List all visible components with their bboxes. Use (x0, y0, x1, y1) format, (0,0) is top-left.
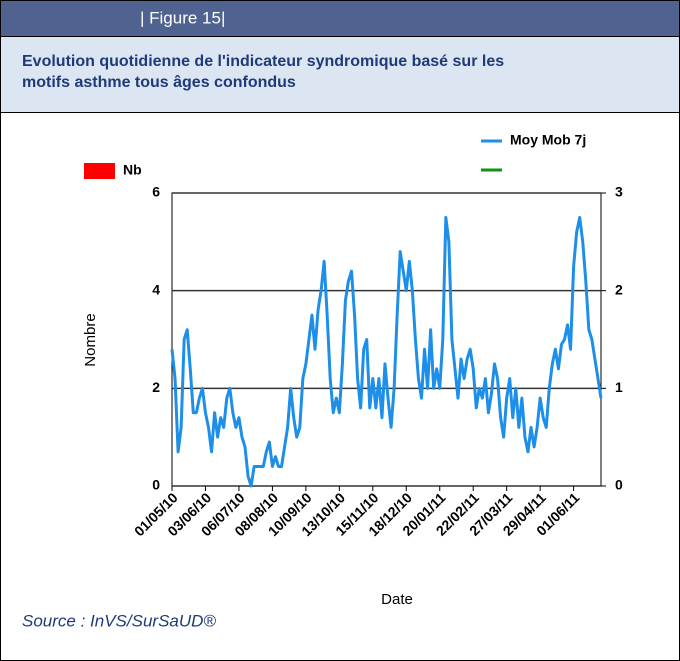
chart-title: Evolution quotidienne de l'indicateur sy… (22, 53, 504, 91)
header-label: | Figure 15| (140, 8, 225, 27)
y-axis-label: Nombre (82, 313, 99, 366)
legend-label: Nb (123, 162, 142, 178)
y2-tick-label: 3 (615, 184, 623, 200)
y-tick-label: 6 (152, 184, 160, 200)
y2-tick-label: 0 (615, 477, 623, 493)
y-tick-label: 2 (152, 379, 160, 395)
source: Source : InVS/SurSaUD® (22, 611, 216, 630)
y2-tick-label: 1 (615, 379, 623, 395)
y-tick-label: 0 (152, 477, 160, 493)
header-bar (0, 0, 680, 37)
legend-label: Moy Mob 7j (510, 132, 586, 148)
y2-tick-label: 2 (615, 281, 623, 297)
plot-area (171, 192, 602, 487)
series-line (170, 215, 603, 488)
legend-swatch (84, 163, 115, 179)
y-tick-label: 4 (152, 281, 160, 297)
title-box (0, 36, 680, 113)
x-axis-label: Date (381, 591, 413, 608)
